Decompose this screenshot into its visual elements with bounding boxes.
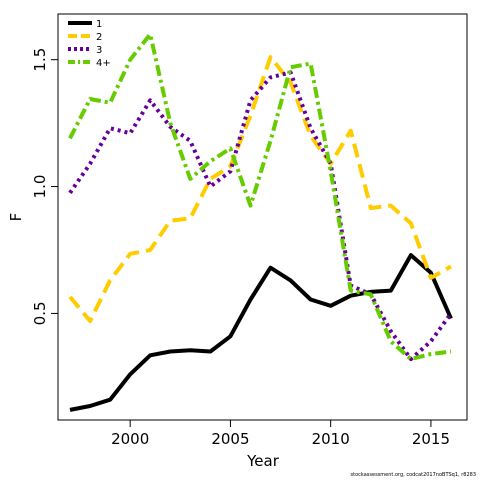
- x-tick-label: 2005: [211, 430, 249, 448]
- y-tick-label: 0.5: [31, 301, 49, 325]
- legend: 1 2 3 4+: [68, 19, 111, 69]
- x-axis-title: Year: [246, 452, 280, 470]
- legend-label: 4+: [96, 58, 111, 69]
- legend-label: 1: [96, 19, 102, 30]
- series-group: [68, 32, 453, 412]
- series-line-4: [68, 32, 452, 362]
- series-line-3: [68, 70, 453, 362]
- x-axis: 2000 2005 2010 2015: [111, 419, 450, 448]
- series-line-1: [69, 253, 453, 412]
- legend-label: 3: [96, 45, 102, 56]
- x-tick-label: 2000: [111, 430, 149, 448]
- footer-text: stockassessment.org, codcat2017noBTSq1, …: [350, 472, 476, 478]
- y-axis-title: F: [7, 213, 25, 222]
- x-tick-label: 2015: [412, 430, 450, 448]
- y-tick-label: 1.0: [31, 175, 49, 199]
- y-axis: 0.5 1.0 1.5: [31, 48, 59, 325]
- x-tick-label: 2010: [312, 430, 350, 448]
- y-tick-label: 1.5: [31, 48, 49, 72]
- legend-label: 2: [96, 32, 102, 43]
